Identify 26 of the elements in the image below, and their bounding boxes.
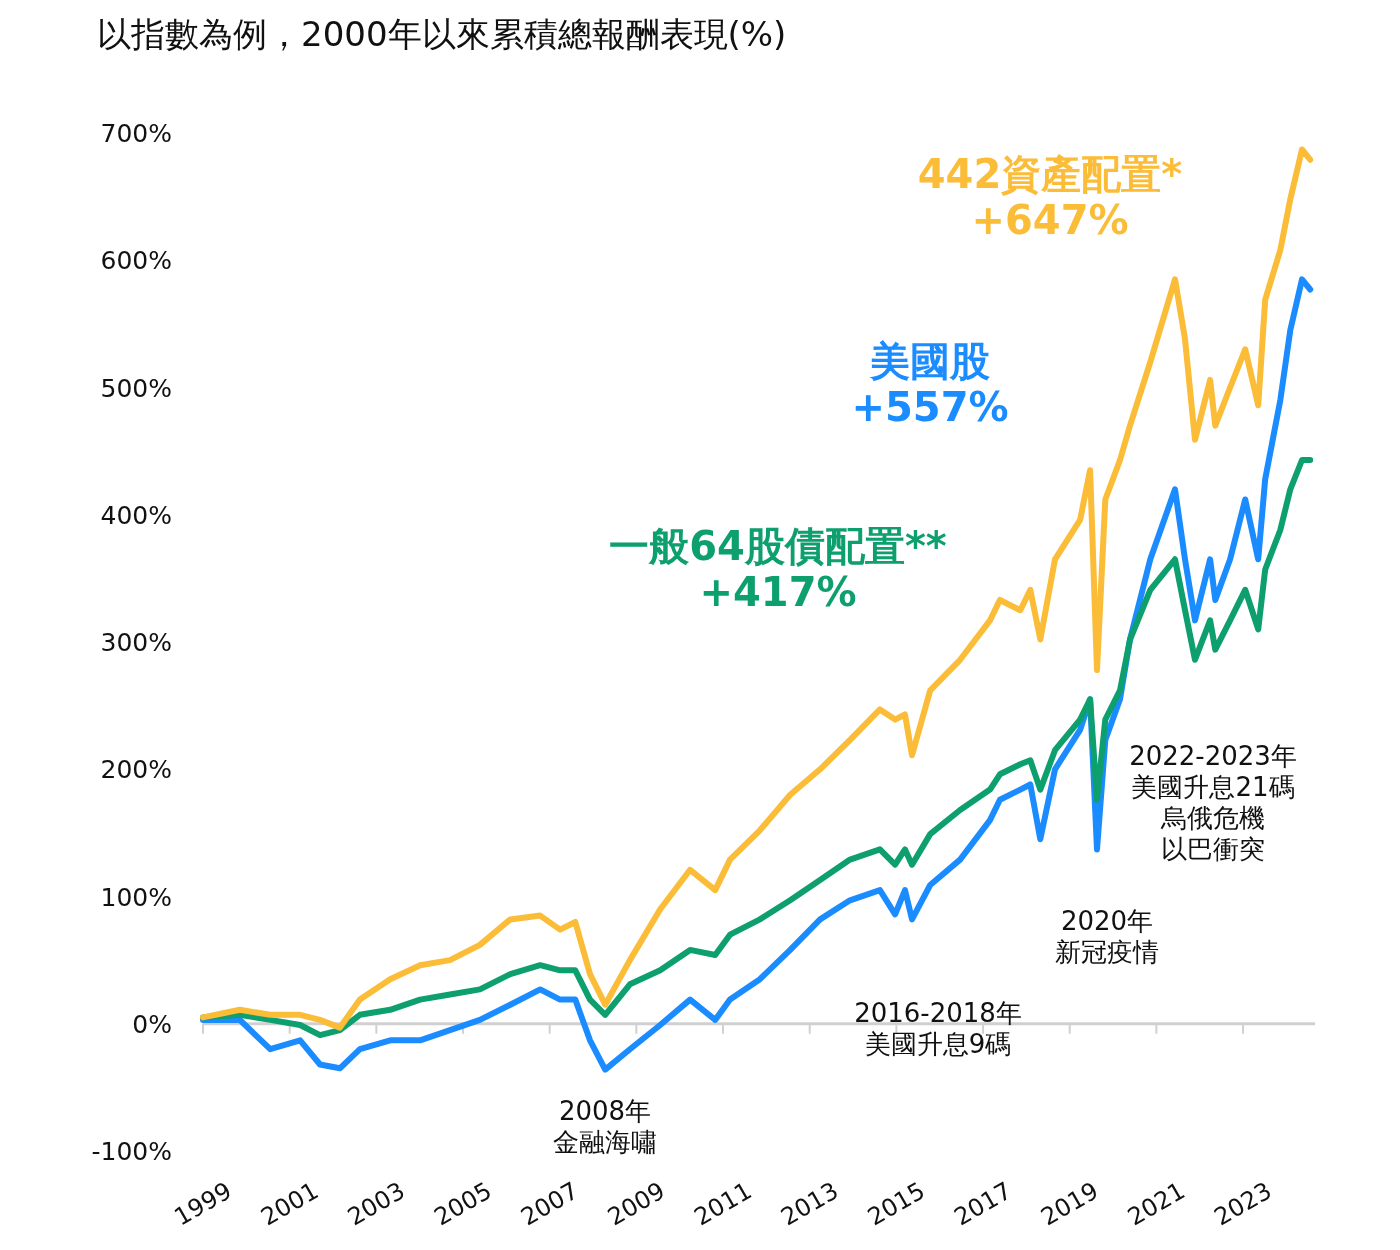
annotation: 美國升息21碼 bbox=[1131, 772, 1295, 802]
annotation: +557% bbox=[851, 384, 1009, 430]
y-tick-label: -100% bbox=[91, 1137, 172, 1166]
y-tick-label: 100% bbox=[100, 882, 172, 912]
text: 一般64股債配置** bbox=[609, 523, 947, 569]
annotation: 2016-2018年 bbox=[854, 998, 1022, 1028]
y-tick-label: 200% bbox=[100, 755, 172, 785]
annotation: 2022-2023年 bbox=[1129, 741, 1297, 771]
y-tick-label: 500% bbox=[100, 373, 172, 403]
y-tick-label: 0% bbox=[132, 1009, 172, 1039]
y-tick-label: 300% bbox=[100, 628, 172, 657]
annotation: 2020年 bbox=[1060, 906, 1154, 936]
annotation: 美國升息9碼 bbox=[864, 1029, 1012, 1059]
text: 442資產配置* bbox=[917, 151, 1183, 197]
chart-title: 以指數為例，2000年以來累積總報酬表現(%) bbox=[97, 14, 787, 54]
annotation: 金融海嘯 bbox=[553, 1127, 657, 1157]
y-tick-label: 700% bbox=[100, 119, 172, 148]
annotation: +647% bbox=[971, 197, 1129, 243]
text: 美國股 bbox=[869, 338, 990, 384]
annotation: +417% bbox=[699, 569, 857, 615]
annotation: 以巴衝突 bbox=[1161, 834, 1265, 864]
y-tick-label: 600% bbox=[100, 246, 172, 276]
annotation: 新冠疫情 bbox=[1055, 937, 1159, 967]
annotation: 烏俄危機 bbox=[1160, 803, 1265, 833]
y-tick-label: 400% bbox=[100, 500, 172, 530]
annotation: 2008年 bbox=[558, 1096, 652, 1126]
